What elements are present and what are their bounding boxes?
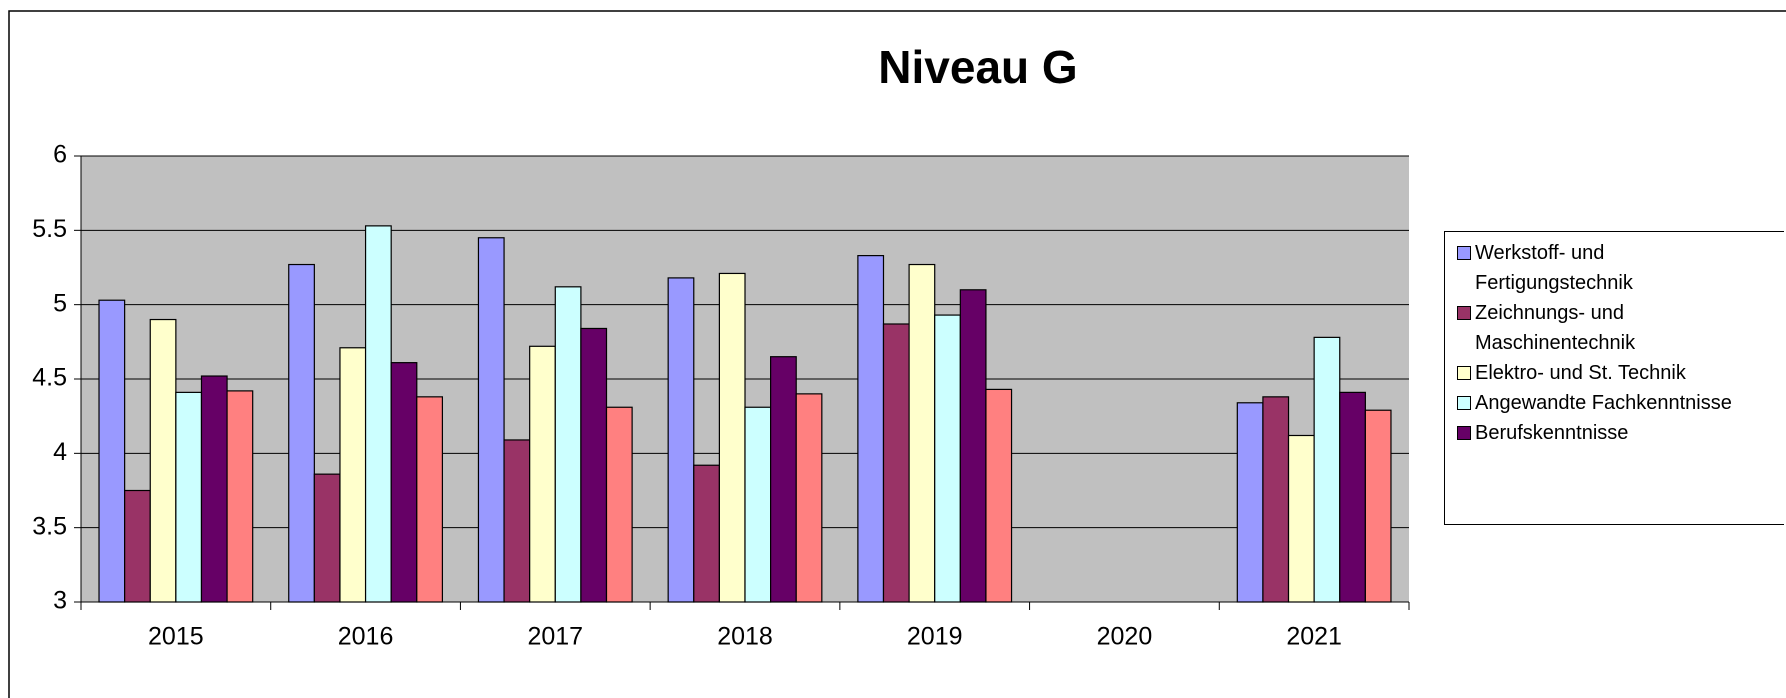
x-tick-label: 2016: [338, 623, 394, 651]
bar: [795, 393, 823, 603]
bar: [339, 347, 367, 603]
legend-label: Elektro- und St. Technik: [1475, 362, 1686, 384]
bar: [1236, 402, 1264, 603]
bar: [1287, 434, 1315, 603]
legend-label: Werkstoff- und Fertigungstechnik: [1475, 242, 1633, 294]
legend: Werkstoff- und Fertigungstechnik Zeichnun…: [1444, 231, 1784, 525]
bar: [149, 318, 177, 603]
bar: [985, 388, 1013, 603]
x-tick-label: 2018: [717, 623, 773, 651]
x-tick-label: 2015: [148, 623, 204, 651]
y-tick-label: 3.5: [32, 512, 67, 540]
bar: [390, 362, 418, 603]
chart-title: Niveau G: [878, 41, 1077, 93]
legend-swatch: [1457, 366, 1471, 380]
legend-item: Angewandte Fachkenntnisse: [1457, 388, 1784, 418]
bar: [226, 390, 254, 603]
bar: [770, 356, 797, 603]
y-tick-label: 4: [53, 438, 67, 466]
bar: [934, 314, 961, 603]
bar: [200, 375, 228, 603]
bar: [124, 489, 151, 603]
bar: [554, 286, 582, 603]
bar: [605, 406, 633, 603]
bar: [693, 464, 720, 603]
bar: [1313, 336, 1341, 603]
bar: [1364, 409, 1392, 603]
bar: [288, 263, 315, 603]
x-tick-label: 2020: [1097, 623, 1153, 651]
bar: [857, 255, 885, 603]
legend-swatch: [1457, 306, 1471, 320]
legend-label: Zeichnungs- und Maschinentechnik: [1475, 302, 1636, 354]
legend-item: Werkstoff- und Fertigungstechnik: [1457, 238, 1784, 298]
chart-border: [8, 10, 1786, 698]
legend-item: Elektro- und St. Technik: [1457, 358, 1784, 388]
legend-swatch: [1457, 426, 1471, 440]
bar: [1262, 396, 1290, 603]
bar: [313, 473, 341, 603]
legend-label: Angewandte Fachkenntnisse: [1475, 392, 1732, 414]
bar: [529, 345, 556, 603]
legend-label: Berufskenntnisse: [1475, 422, 1629, 444]
y-tick-label: 4.5: [32, 364, 67, 392]
legend-item: Berufskenntnisse: [1457, 418, 1784, 448]
bar: [175, 391, 203, 603]
y-tick-label: 6: [53, 141, 67, 169]
bar: [477, 237, 505, 603]
y-tick-label: 5: [53, 289, 67, 317]
legend-swatch: [1457, 246, 1471, 260]
bar: [98, 299, 126, 603]
x-tick-label: 2021: [1286, 623, 1342, 651]
bar: [718, 272, 746, 603]
bar: [667, 277, 695, 603]
bar: [364, 225, 392, 603]
bar: [882, 323, 910, 603]
bar: [416, 396, 444, 603]
legend-swatch: [1457, 396, 1471, 410]
y-tick-label: 3: [53, 587, 67, 615]
x-tick-label: 2017: [527, 623, 583, 651]
bar: [744, 406, 772, 603]
bar: [1339, 391, 1366, 603]
y-tick-label: 5.5: [32, 215, 67, 243]
bar: [959, 289, 987, 603]
x-tick-label: 2019: [907, 623, 963, 651]
bar: [908, 263, 936, 603]
bar: [580, 327, 608, 603]
bar: [503, 439, 531, 603]
legend-item: Zeichnungs- und Maschinentechnik: [1457, 298, 1784, 358]
